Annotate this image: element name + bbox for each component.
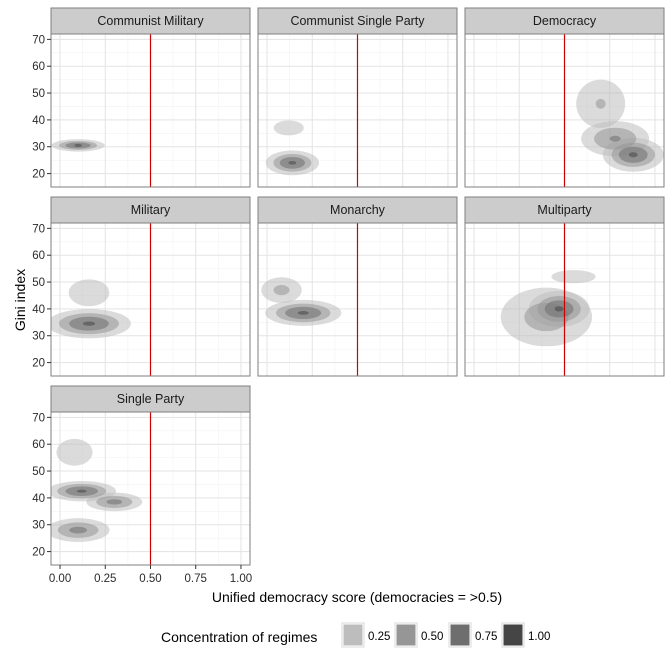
y-tick-label: 60 bbox=[32, 250, 45, 262]
facet-strip-label: Communist Military bbox=[97, 14, 204, 28]
x-axis-title: Unified democracy score (democracies = >… bbox=[212, 589, 502, 605]
density-contour bbox=[56, 438, 93, 466]
legend-title: Concentration of regimes bbox=[161, 629, 317, 645]
density-contour bbox=[595, 98, 606, 109]
facet-strip-label: Multiparty bbox=[537, 203, 592, 217]
panel-border bbox=[464, 33, 665, 188]
panel-border bbox=[464, 222, 665, 377]
legend-label: 0.25 bbox=[368, 631, 390, 643]
density-contours bbox=[500, 270, 596, 347]
facet-strip bbox=[50, 385, 251, 413]
facet-panel: Communist Single Party bbox=[257, 7, 458, 188]
facet-strip bbox=[50, 196, 251, 224]
facet-panel: Democracy bbox=[464, 7, 665, 188]
density-contour bbox=[628, 152, 638, 158]
x-tick-label: 0.25 bbox=[94, 573, 116, 585]
y-tick-label: 20 bbox=[32, 358, 45, 370]
facet-panel: Single Party bbox=[50, 385, 251, 566]
density-contour bbox=[288, 161, 297, 165]
facet-strip-label: Democracy bbox=[533, 14, 597, 28]
y-axis-title: Gini index bbox=[12, 269, 28, 331]
y-tick-label: 50 bbox=[32, 88, 45, 100]
legend-swatch bbox=[396, 624, 416, 646]
x-tick-label: 0.75 bbox=[185, 573, 207, 585]
density-contour bbox=[106, 499, 123, 505]
y-tick-label: 70 bbox=[32, 34, 45, 46]
y-tick-label: 70 bbox=[32, 223, 45, 235]
y-tick-label: 50 bbox=[32, 277, 45, 289]
facet-panel: Multiparty bbox=[464, 196, 665, 377]
y-tick-label: 20 bbox=[32, 169, 45, 181]
y-tick-label: 60 bbox=[32, 439, 45, 451]
y-tick-label: 30 bbox=[32, 331, 45, 343]
legend-label: 0.75 bbox=[475, 631, 497, 643]
panel-border bbox=[257, 222, 458, 377]
density-contour bbox=[69, 526, 88, 534]
legend: Concentration of regimes 0.25 0.50 0.75 1.0… bbox=[161, 622, 550, 648]
density-contour bbox=[68, 279, 110, 307]
facet-strip bbox=[257, 196, 458, 224]
facet-strip-label: Military bbox=[131, 203, 171, 217]
density-contours bbox=[265, 120, 320, 176]
panel-border bbox=[50, 222, 251, 377]
legend-swatch bbox=[343, 624, 363, 646]
legend-label: 0.50 bbox=[421, 631, 443, 643]
facet-panel: Military bbox=[50, 196, 251, 377]
facet-strip bbox=[50, 7, 251, 35]
density-contour bbox=[273, 120, 304, 136]
y-tick-label: 70 bbox=[32, 412, 45, 424]
density-contours bbox=[51, 139, 105, 152]
density-contour bbox=[76, 489, 87, 493]
y-tick-label: 60 bbox=[32, 61, 45, 73]
legend-label: 1.00 bbox=[528, 631, 550, 643]
facet-strip bbox=[464, 196, 665, 224]
density-contour bbox=[551, 270, 596, 284]
density-contours bbox=[261, 277, 342, 326]
y-tick-label: 30 bbox=[32, 142, 45, 154]
facet-strip-label: Communist Single Party bbox=[290, 14, 425, 28]
legend-swatch bbox=[450, 624, 470, 646]
facet-strip-label: Single Party bbox=[117, 392, 185, 406]
facet-panel: Communist Military bbox=[50, 7, 251, 188]
y-tick-label: 40 bbox=[32, 304, 45, 316]
y-tick-label: 30 bbox=[32, 520, 45, 532]
density-contour bbox=[609, 135, 621, 142]
facet-strip bbox=[464, 7, 665, 35]
density-contours bbox=[51, 279, 131, 339]
density-contour bbox=[297, 311, 309, 315]
density-contour bbox=[273, 285, 290, 296]
y-tick-label: 40 bbox=[32, 115, 45, 127]
density-contours bbox=[51, 438, 143, 543]
x-tick-label: 0.00 bbox=[49, 573, 71, 585]
density-contours bbox=[576, 79, 664, 172]
density-contour bbox=[74, 143, 83, 147]
facet-strip bbox=[257, 7, 458, 35]
panel-border bbox=[50, 33, 251, 188]
density-contour bbox=[82, 321, 96, 326]
facet-strip-label: Monarchy bbox=[330, 203, 386, 217]
facet-panel: Monarchy bbox=[257, 196, 458, 377]
panel-border bbox=[257, 33, 458, 188]
y-tick-label: 20 bbox=[32, 547, 45, 559]
legend-swatch bbox=[503, 624, 523, 646]
density-contour bbox=[554, 306, 564, 312]
x-tick-label: 1.00 bbox=[230, 573, 252, 585]
y-tick-label: 50 bbox=[32, 466, 45, 478]
x-tick-label: 0.50 bbox=[139, 573, 161, 585]
y-tick-label: 40 bbox=[32, 493, 45, 505]
